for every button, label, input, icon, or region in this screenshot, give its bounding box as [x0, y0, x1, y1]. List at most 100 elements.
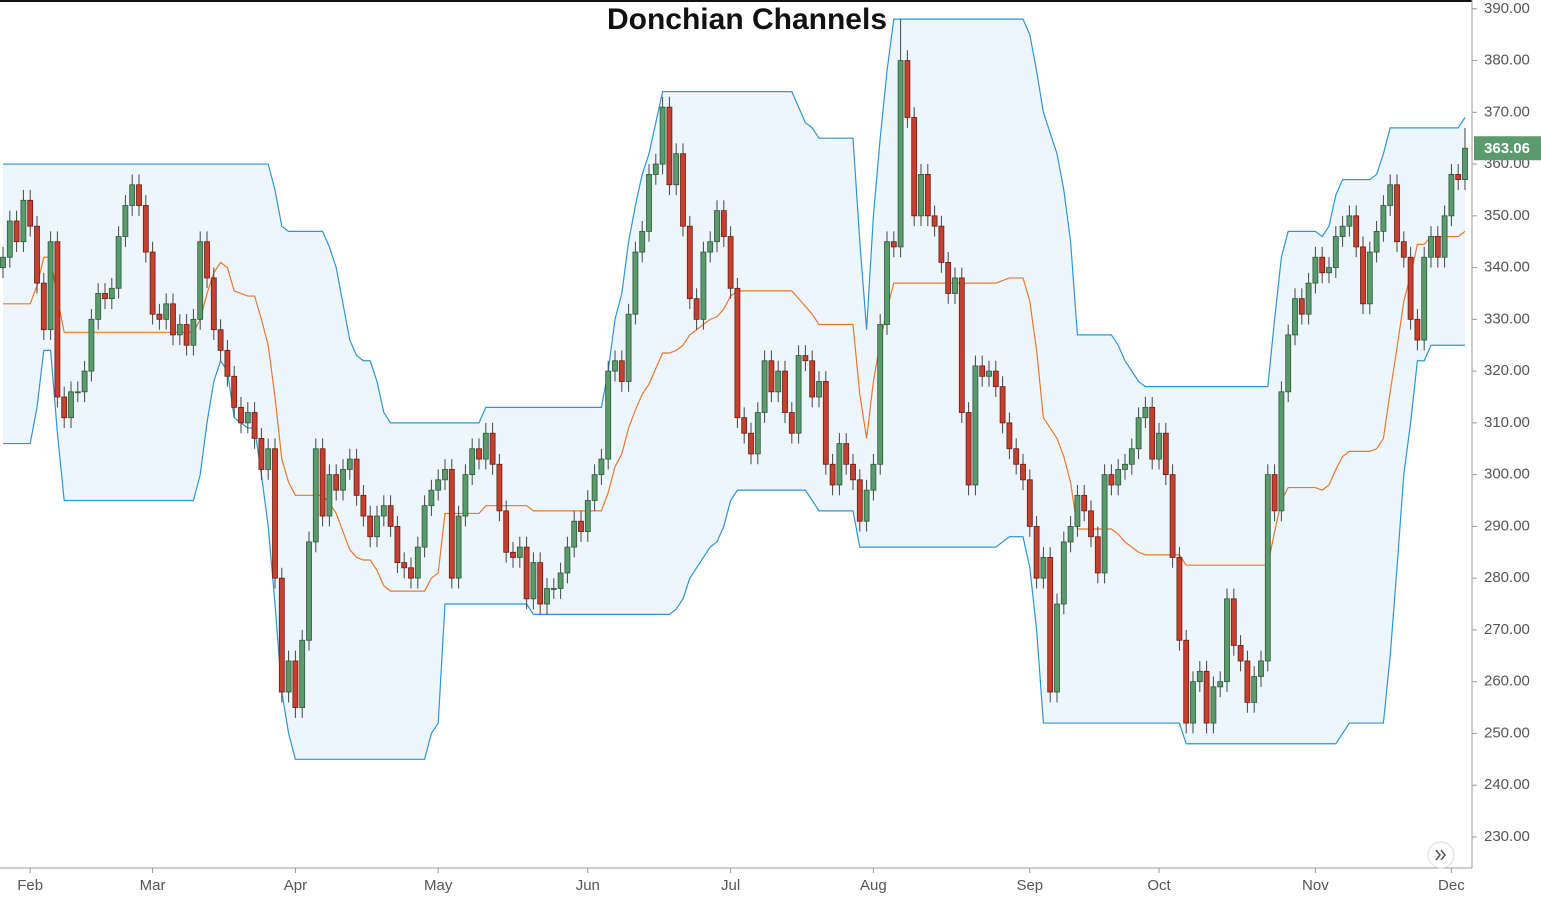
y-tick-label: 350.00 [1484, 207, 1530, 224]
candle-body [81, 370, 88, 393]
candle-body [1251, 676, 1258, 703]
candle-body [897, 60, 904, 248]
candle-body [1108, 474, 1115, 486]
candle-body [911, 117, 918, 217]
candle-body [578, 520, 584, 532]
candle-body [754, 412, 761, 455]
candle-body [938, 225, 945, 263]
candle-body [1156, 432, 1162, 460]
candle-body [945, 262, 952, 294]
candle-body [108, 287, 115, 300]
x-tick-label: Nov [1302, 877, 1329, 894]
candle-body [1054, 603, 1060, 693]
candle-body [428, 489, 435, 507]
candle-body [1203, 670, 1210, 724]
upper-band [3, 18, 1466, 424]
y-tick-label: 320.00 [1484, 362, 1530, 379]
candle-body [394, 525, 401, 564]
candle-body [537, 562, 544, 605]
candle-body [176, 324, 183, 336]
candle-body [1033, 525, 1040, 579]
candle-body [1115, 469, 1122, 486]
candle-body [387, 505, 394, 527]
candle-body [482, 432, 489, 460]
candle-body [564, 546, 571, 574]
candle-body [40, 282, 47, 331]
candle-body [727, 236, 734, 289]
scroll-button-icon[interactable] [1435, 849, 1446, 861]
candle-body [435, 479, 442, 491]
candle-body [1455, 174, 1462, 181]
candle-body [244, 412, 251, 424]
candle-body [1122, 463, 1128, 470]
candle-body [1210, 686, 1217, 724]
candle-body [856, 479, 863, 522]
candle-body [707, 241, 714, 253]
candle-body [217, 329, 224, 351]
y-tick-label: 270.00 [1484, 621, 1530, 638]
candle-body [965, 412, 972, 486]
candle-body [1462, 147, 1468, 181]
candle-body [1026, 479, 1033, 527]
candle-body [6, 220, 13, 258]
candle-body [1332, 236, 1339, 268]
candle-body [197, 241, 204, 320]
candle-body [775, 370, 782, 393]
x-tick-label: Sep [1016, 877, 1043, 894]
candle-body [1366, 251, 1373, 305]
channel-area [3, 19, 1465, 760]
y-tick-label: 280.00 [1484, 569, 1530, 586]
candle-body [618, 360, 625, 382]
candle-body [13, 220, 20, 243]
candle-body [1135, 417, 1142, 450]
candle-body [605, 370, 612, 460]
scroll-button-circle[interactable] [1427, 841, 1455, 869]
candle-body [686, 225, 693, 300]
candle-body [816, 381, 822, 398]
candle-body [353, 458, 360, 496]
candle-body [748, 432, 754, 455]
x-tick-label: Aug [860, 877, 887, 894]
candle-body [863, 489, 870, 522]
candle-body [102, 293, 108, 300]
candle-body [1380, 205, 1387, 232]
candle-body [1094, 536, 1101, 574]
candle-body [829, 463, 836, 486]
candle-body [625, 313, 632, 382]
candle-body [61, 396, 68, 419]
candle-body [1264, 474, 1271, 662]
candle-body [1162, 432, 1169, 476]
candle-body [1217, 681, 1224, 688]
candle-body [129, 184, 136, 206]
candle-body [149, 251, 156, 315]
candle-body [904, 60, 911, 118]
candle-body [632, 251, 639, 315]
candle-body [1013, 448, 1020, 465]
candle-body [1074, 494, 1081, 527]
candle-body [421, 505, 428, 548]
candle-body [360, 494, 367, 517]
candle-body [1040, 557, 1047, 579]
y-tick-label: 370.00 [1484, 103, 1530, 120]
candle-body [571, 520, 578, 548]
candle-body [822, 381, 829, 465]
scroll-button[interactable] [1427, 841, 1455, 869]
last-price-box [1474, 136, 1541, 161]
y-tick-label: 260.00 [1484, 673, 1530, 690]
x-tick-label: Jul [721, 877, 740, 894]
candle-body [88, 318, 95, 372]
candle-body [1258, 660, 1264, 677]
candle-body [238, 406, 244, 424]
candle-body [877, 324, 884, 465]
candle-body [163, 303, 170, 320]
candle-body [761, 360, 768, 413]
candle-body [1319, 256, 1326, 274]
candle-body [1400, 241, 1407, 258]
candle-body [20, 199, 27, 243]
candle-body [251, 412, 258, 439]
candle-body [1360, 246, 1366, 305]
candle-body [122, 205, 129, 237]
candle-body [714, 210, 720, 243]
candle-body [544, 588, 550, 605]
candle-body [224, 350, 231, 377]
